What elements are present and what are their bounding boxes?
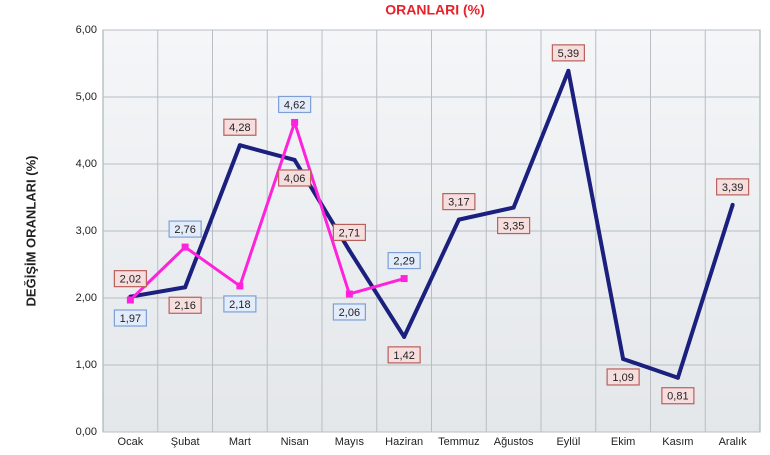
series-line: [130, 68, 735, 380]
point: [621, 356, 626, 361]
data-label: 2,16: [168, 296, 202, 314]
data-label: 2,76: [168, 220, 202, 238]
series-line: [129, 120, 405, 302]
data-label-box: [606, 368, 640, 386]
data-label-box: [168, 220, 202, 238]
x-tick-label: Temmuz: [438, 436, 480, 448]
data-label-box: [387, 251, 421, 270]
point-marker: [345, 290, 353, 298]
point: [730, 202, 735, 207]
data-label-text: 4,62: [284, 99, 305, 111]
chart-title: ORANLARI (%): [385, 2, 485, 18]
data-label: 3,17: [442, 193, 476, 211]
data-label-text: 5,39: [558, 48, 579, 60]
point-marker: [291, 118, 299, 126]
data-label: 3,35: [497, 216, 531, 235]
data-label: 0,81: [661, 387, 695, 405]
data-label-text: 2,16: [174, 300, 195, 312]
data-label-text: 1,97: [120, 313, 141, 325]
x-tick-label: Haziran: [385, 436, 423, 448]
x-tick-label: Aralık: [719, 436, 748, 448]
data-label-text: 2,18: [229, 299, 250, 311]
point-marker: [181, 243, 189, 251]
data-label-box: [113, 270, 147, 288]
x-tick-label: Şubat: [171, 436, 200, 448]
data-label-box: [168, 296, 202, 314]
point-marker: [400, 275, 408, 283]
data-label-box: [332, 303, 366, 321]
x-tick-label: Eylül: [556, 436, 580, 448]
point: [511, 205, 516, 210]
data-label-text: 2,02: [120, 274, 141, 286]
point: [292, 157, 297, 162]
point: [402, 334, 407, 339]
data-label-text: 2,29: [393, 255, 414, 267]
x-tick-label: Ekim: [611, 436, 635, 448]
data-label-box: [442, 193, 476, 211]
data-label: 2,02: [113, 270, 147, 288]
data-label-text: 2,06: [339, 307, 360, 319]
data-label: 2,29: [387, 251, 421, 270]
y-tick-label: 6,00: [76, 24, 97, 36]
data-label: 2,71: [332, 223, 366, 242]
data-label-box: [387, 346, 421, 364]
data-label: 1,42: [387, 346, 421, 364]
data-label-box: [223, 295, 257, 313]
data-label-box: [278, 95, 312, 114]
y-tick-label: 3,00: [76, 225, 97, 237]
data-label: 4,28: [223, 118, 257, 136]
data-label-text: 1,42: [393, 350, 414, 362]
data-label-text: 2,76: [174, 224, 195, 236]
data-label-box: [497, 216, 531, 235]
y-tick-label: 0,00: [76, 426, 97, 438]
data-label-text: 4,06: [284, 173, 305, 185]
data-label: 2,18: [223, 295, 257, 313]
data-label-box: [113, 309, 147, 327]
point-marker: [126, 296, 134, 304]
data-label: 4,06: [278, 169, 312, 187]
data-label-text: 2,71: [339, 227, 360, 239]
point: [237, 143, 242, 148]
x-tick-label: Nisan: [281, 436, 309, 448]
data-label-box: [223, 118, 257, 136]
data-label-text: 3,35: [503, 220, 524, 232]
data-label-box: [716, 178, 750, 196]
x-tick-label: Ocak: [118, 436, 144, 448]
data-label: 2,06: [332, 303, 366, 321]
data-label: 4,62: [278, 95, 312, 114]
data-label-text: 0,81: [667, 391, 688, 403]
data-label: 1,09: [606, 368, 640, 386]
data-label-text: 4,28: [229, 122, 250, 134]
data-label-text: 1,09: [612, 372, 633, 384]
y-tick-label: 4,00: [76, 158, 97, 170]
x-tick-label: Mart: [229, 436, 251, 448]
x-tick-label: Ağustos: [494, 436, 534, 448]
data-label: 3,39: [716, 178, 750, 196]
point: [566, 68, 571, 73]
data-label-text: 3,17: [448, 197, 469, 209]
point: [456, 217, 461, 222]
data-label-text: 3,39: [722, 182, 743, 194]
point: [347, 248, 352, 253]
data-label-box: [278, 169, 312, 187]
y-axis-label: DEĞİŞİM ORANLARI (%): [23, 156, 38, 307]
y-tick-label: 5,00: [76, 91, 97, 103]
y-tick-label: 1,00: [76, 359, 97, 371]
x-tick-label: Kasım: [662, 436, 693, 448]
data-label-box: [661, 387, 695, 405]
data-label: 5,39: [551, 44, 585, 62]
point: [183, 285, 188, 290]
y-tick-label: 2,00: [76, 292, 97, 304]
x-tick-label: Mayıs: [335, 436, 365, 448]
point-marker: [236, 282, 244, 290]
data-label-box: [332, 223, 366, 242]
data-label: 1,97: [113, 309, 147, 327]
point: [675, 375, 680, 380]
data-label-box: [551, 44, 585, 62]
